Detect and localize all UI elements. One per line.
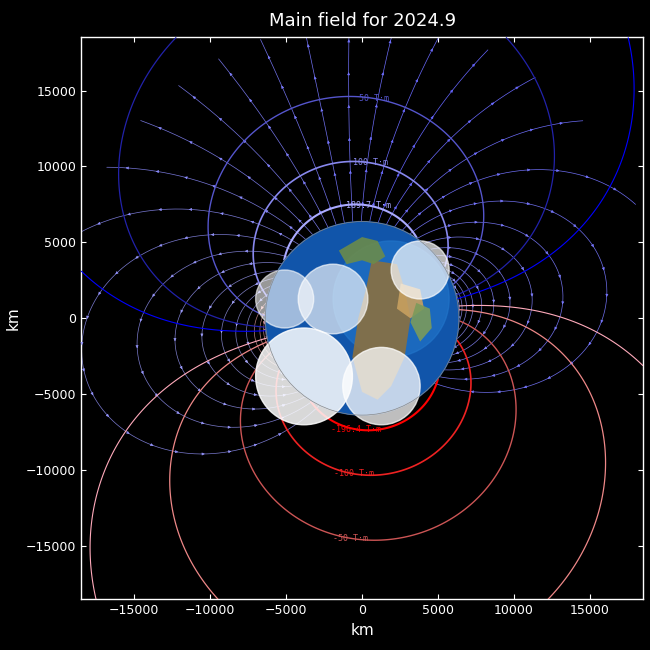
Circle shape (255, 328, 352, 425)
Text: 100 T·m: 100 T·m (352, 159, 387, 167)
Title: Main field for 2024.9: Main field for 2024.9 (268, 12, 456, 31)
Polygon shape (339, 237, 385, 264)
Polygon shape (352, 260, 410, 400)
Polygon shape (410, 303, 432, 341)
Point (357, 313, 367, 324)
Y-axis label: km: km (5, 306, 20, 330)
Point (357, 313, 367, 324)
Point (357, 313, 367, 324)
X-axis label: km: km (350, 623, 374, 638)
Circle shape (343, 347, 420, 425)
Point (357, 313, 367, 324)
Text: -196.4 T·m: -196.4 T·m (331, 425, 381, 434)
Polygon shape (397, 283, 424, 318)
Circle shape (265, 222, 459, 415)
Point (357, 313, 367, 324)
Point (357, 313, 367, 324)
Point (357, 313, 367, 324)
Text: 50 T·m: 50 T·m (359, 94, 389, 103)
Circle shape (333, 241, 449, 357)
Text: -50 T·m: -50 T·m (333, 534, 368, 543)
Point (357, 313, 367, 324)
Circle shape (255, 270, 314, 328)
Circle shape (298, 264, 368, 334)
Point (357, 313, 367, 324)
Circle shape (391, 241, 449, 299)
Text: -100 T·m: -100 T·m (334, 469, 374, 478)
Point (357, 313, 367, 324)
Text: 189.7 T·m: 189.7 T·m (346, 201, 391, 210)
